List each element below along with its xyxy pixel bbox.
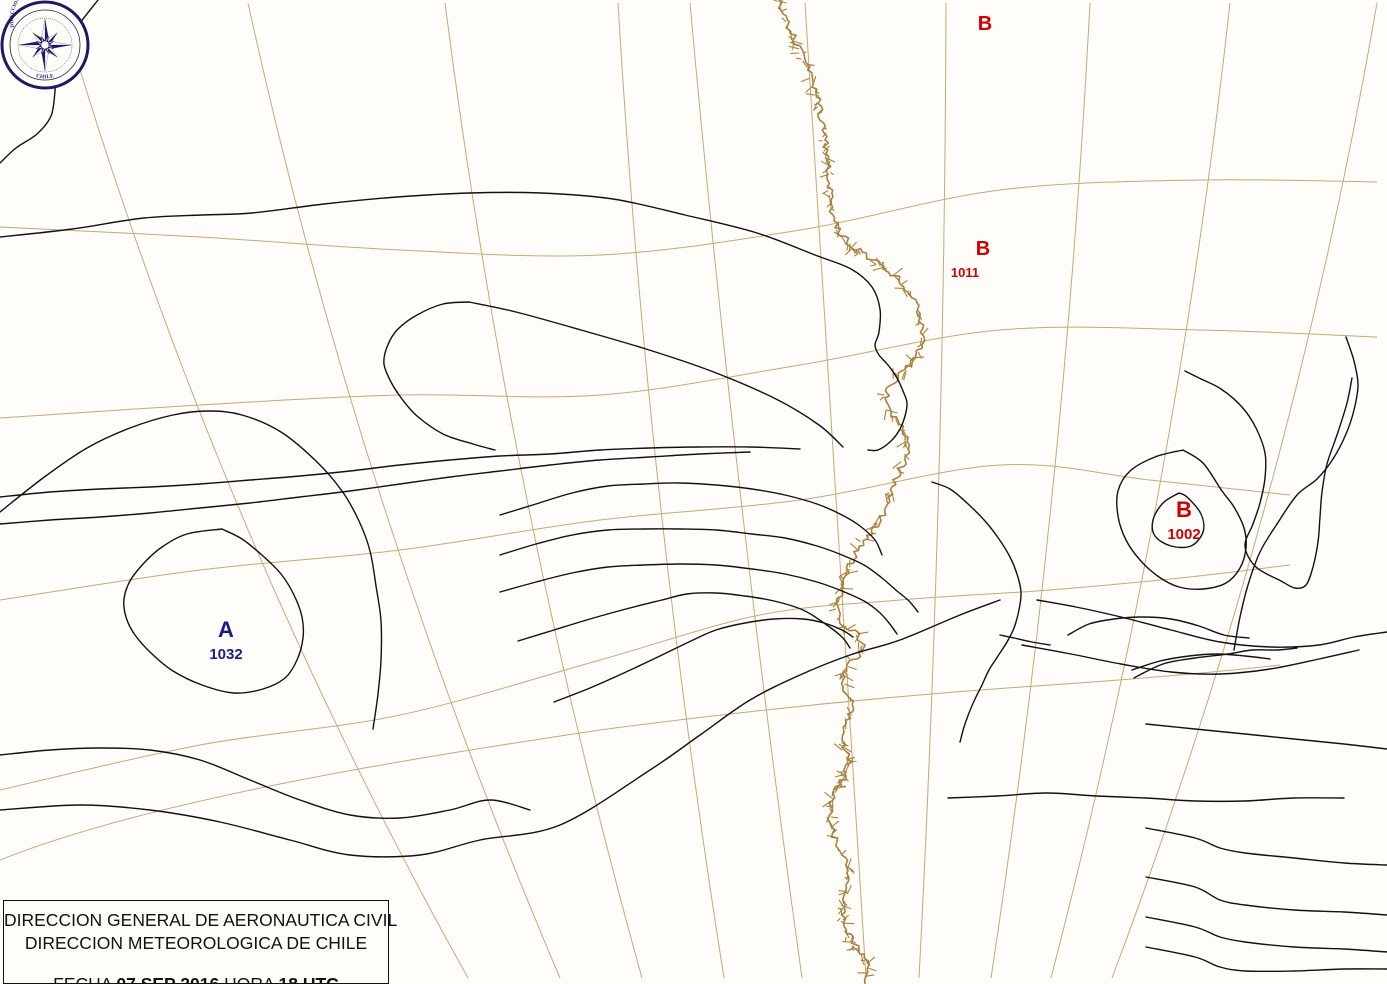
svg-text:B: B [1176, 497, 1192, 522]
svg-text:B: B [976, 238, 990, 260]
svg-text:A: A [218, 617, 234, 642]
svg-text:1002: 1002 [1167, 526, 1200, 543]
svg-text:B: B [978, 13, 992, 35]
svg-text:1011: 1011 [951, 265, 979, 280]
svg-text:1032: 1032 [209, 646, 242, 663]
